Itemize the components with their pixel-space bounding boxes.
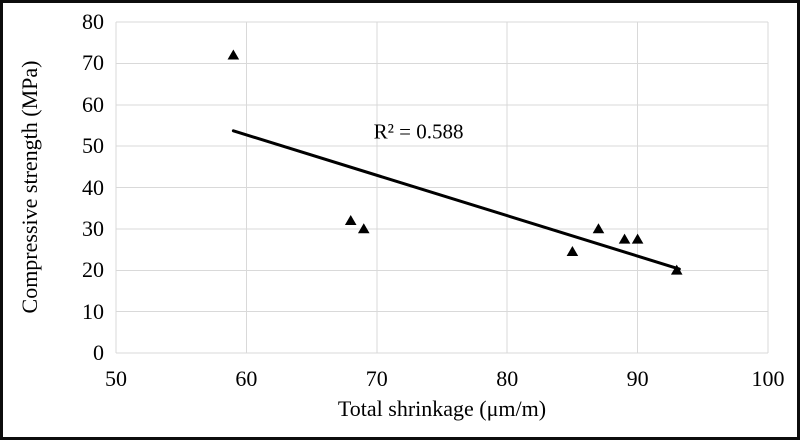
data-point-marker (670, 264, 683, 275)
x-tick-label: 80 (496, 366, 519, 391)
data-point-marker (227, 49, 240, 60)
x-tick-label: 50 (105, 366, 127, 391)
y-tick-label: 0 (93, 340, 104, 365)
data-point-marker (592, 223, 605, 234)
x-axis-title: Total shrinkage (μm/m) (337, 396, 547, 421)
x-tick-label: 70 (365, 366, 388, 391)
y-tick-label: 10 (82, 298, 104, 324)
data-point-marker (631, 233, 644, 244)
y-tick-label: 60 (82, 91, 104, 117)
x-tick-label: 90 (626, 366, 649, 391)
y-tick-label: 80 (82, 9, 104, 34)
data-point-marker (357, 223, 370, 234)
y-tick-label: 50 (82, 133, 104, 159)
data-point-marker (618, 233, 631, 244)
x-tick-label: 60 (235, 366, 258, 391)
trendline (231, 129, 681, 271)
x-tick-label: 100 (751, 366, 785, 391)
r-squared-annotation: R² = 0.588 (373, 119, 464, 144)
data-point-marker (566, 246, 579, 257)
data-point-marker (344, 215, 357, 225)
y-tick-label: 70 (82, 50, 104, 76)
y-tick-label: 30 (82, 215, 104, 241)
y-tick-label: 20 (82, 257, 104, 283)
y-tick-label: 40 (82, 174, 104, 200)
